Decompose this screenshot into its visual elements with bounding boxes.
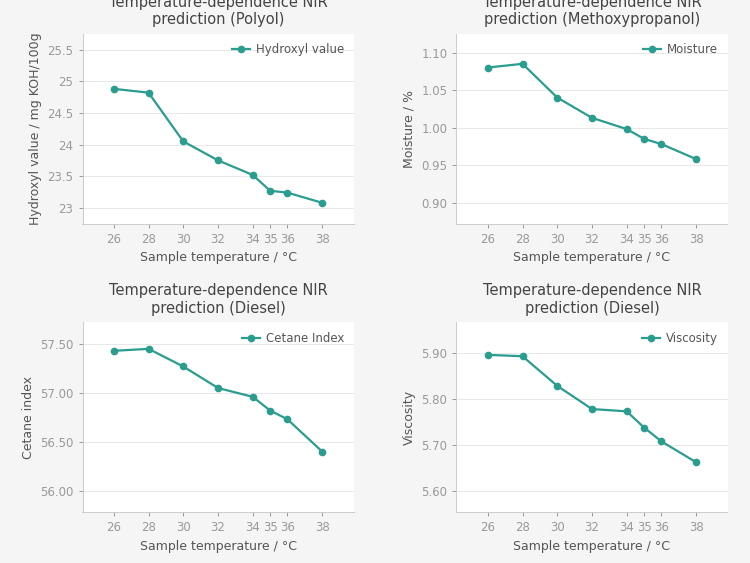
Cetane Index	[178, 363, 188, 370]
Hydroxyl value	[144, 90, 153, 96]
Moisture	[518, 60, 527, 67]
Moisture	[483, 64, 492, 71]
Hydroxyl value	[283, 189, 292, 196]
Cetane Index	[318, 448, 327, 455]
Viscosity	[518, 353, 527, 360]
Hydroxyl value	[110, 86, 118, 92]
Title: Temperature-dependence NIR
prediction (Polyol): Temperature-dependence NIR prediction (P…	[109, 0, 328, 27]
Legend: Cetane Index: Cetane Index	[238, 328, 347, 348]
Moisture	[622, 126, 632, 132]
Y-axis label: Viscosity: Viscosity	[403, 390, 416, 445]
Moisture	[657, 141, 666, 148]
Y-axis label: Moisture / %: Moisture / %	[403, 90, 416, 168]
Y-axis label: Hydroxyl value / mg KOH/100g: Hydroxyl value / mg KOH/100g	[28, 33, 42, 225]
Viscosity	[587, 406, 596, 413]
Hydroxyl value	[318, 199, 327, 206]
Line: Viscosity: Viscosity	[484, 352, 699, 466]
Title: Temperature-dependence NIR
prediction (Diesel): Temperature-dependence NIR prediction (D…	[109, 283, 328, 316]
Title: Temperature-dependence NIR
prediction (Methoxypropanol): Temperature-dependence NIR prediction (M…	[482, 0, 701, 27]
Moisture	[640, 136, 649, 142]
Moisture	[553, 94, 562, 101]
Viscosity	[483, 351, 492, 358]
Cetane Index	[266, 407, 274, 414]
Cetane Index	[144, 346, 153, 352]
X-axis label: Sample temperature / °C: Sample temperature / °C	[514, 540, 670, 553]
Y-axis label: Cetane index: Cetane index	[22, 376, 34, 459]
Cetane Index	[248, 394, 257, 400]
Hydroxyl value	[214, 157, 223, 164]
Moisture	[587, 114, 596, 121]
Legend: Moisture: Moisture	[640, 39, 722, 60]
X-axis label: Sample temperature / °C: Sample temperature / °C	[140, 251, 296, 264]
X-axis label: Sample temperature / °C: Sample temperature / °C	[140, 540, 296, 553]
X-axis label: Sample temperature / °C: Sample temperature / °C	[514, 251, 670, 264]
Line: Cetane Index: Cetane Index	[111, 346, 326, 455]
Hydroxyl value	[248, 172, 257, 178]
Viscosity	[622, 408, 632, 415]
Cetane Index	[283, 416, 292, 423]
Viscosity	[640, 424, 649, 431]
Viscosity	[553, 382, 562, 389]
Cetane Index	[214, 385, 223, 391]
Title: Temperature-dependence NIR
prediction (Diesel): Temperature-dependence NIR prediction (D…	[482, 283, 701, 316]
Hydroxyl value	[266, 187, 274, 194]
Hydroxyl value	[178, 138, 188, 145]
Line: Moisture: Moisture	[484, 61, 699, 162]
Legend: Viscosity: Viscosity	[639, 328, 722, 348]
Legend: Hydroxyl value: Hydroxyl value	[229, 39, 347, 60]
Viscosity	[657, 438, 666, 445]
Cetane Index	[110, 347, 118, 354]
Viscosity	[692, 459, 700, 466]
Moisture	[692, 156, 700, 163]
Line: Hydroxyl value: Hydroxyl value	[111, 86, 326, 206]
